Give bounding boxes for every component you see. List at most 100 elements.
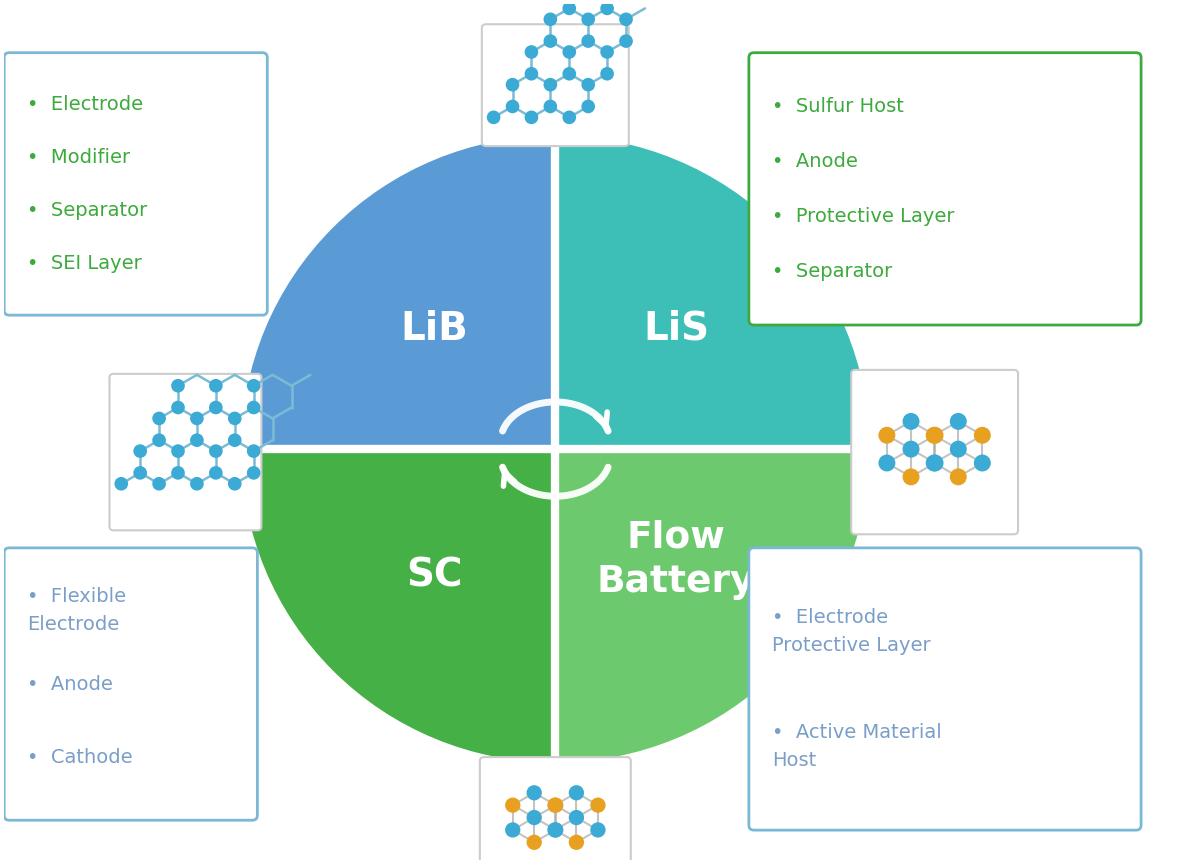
Circle shape: [544, 13, 556, 25]
FancyBboxPatch shape: [749, 53, 1141, 325]
Circle shape: [903, 469, 919, 485]
Circle shape: [172, 467, 184, 479]
Text: •  Electrode: • Electrode: [27, 95, 143, 114]
Circle shape: [582, 13, 594, 25]
FancyBboxPatch shape: [5, 548, 257, 820]
Circle shape: [569, 810, 583, 824]
Circle shape: [620, 35, 632, 48]
Circle shape: [903, 442, 919, 457]
Circle shape: [549, 798, 562, 812]
Circle shape: [563, 46, 575, 58]
Circle shape: [974, 428, 990, 443]
Circle shape: [191, 412, 203, 424]
Circle shape: [563, 67, 575, 79]
Text: •  Separator: • Separator: [771, 262, 892, 281]
Circle shape: [926, 428, 942, 443]
Circle shape: [527, 810, 541, 824]
Circle shape: [527, 835, 541, 849]
Circle shape: [569, 786, 583, 800]
Circle shape: [154, 478, 165, 490]
Circle shape: [229, 478, 241, 490]
Circle shape: [229, 412, 241, 424]
FancyBboxPatch shape: [479, 757, 631, 864]
Text: Flow
Battery: Flow Battery: [596, 520, 756, 600]
Wedge shape: [555, 449, 873, 766]
Circle shape: [527, 786, 541, 800]
Circle shape: [620, 13, 632, 25]
Text: •  Sulfur Host: • Sulfur Host: [771, 97, 903, 116]
Circle shape: [191, 478, 203, 490]
Text: LiB: LiB: [400, 309, 469, 347]
Circle shape: [507, 79, 518, 91]
Circle shape: [526, 111, 537, 124]
Circle shape: [951, 414, 966, 429]
Circle shape: [563, 3, 575, 15]
Circle shape: [601, 3, 613, 15]
FancyBboxPatch shape: [749, 548, 1141, 830]
Circle shape: [154, 434, 165, 447]
Circle shape: [590, 798, 605, 812]
Circle shape: [569, 835, 583, 849]
Circle shape: [582, 35, 594, 48]
Circle shape: [974, 455, 990, 471]
Circle shape: [601, 67, 613, 79]
Circle shape: [135, 445, 146, 457]
Circle shape: [879, 455, 895, 471]
Circle shape: [951, 469, 966, 485]
Text: •  Cathode: • Cathode: [27, 748, 132, 767]
Circle shape: [590, 823, 605, 837]
Circle shape: [210, 445, 222, 457]
Circle shape: [951, 442, 966, 457]
Circle shape: [544, 35, 556, 48]
Circle shape: [926, 455, 942, 471]
Text: SC: SC: [406, 557, 463, 595]
Circle shape: [115, 478, 128, 490]
Text: •  Electrode
Protective Layer: • Electrode Protective Layer: [771, 608, 931, 655]
Circle shape: [135, 467, 146, 479]
Circle shape: [526, 46, 537, 58]
Circle shape: [601, 46, 613, 58]
Circle shape: [248, 379, 260, 392]
Text: LiS: LiS: [642, 309, 709, 347]
Text: •  Protective Layer: • Protective Layer: [771, 206, 954, 226]
FancyBboxPatch shape: [110, 374, 261, 530]
Text: •  Anode: • Anode: [771, 152, 857, 171]
Circle shape: [172, 445, 184, 457]
Circle shape: [248, 445, 260, 457]
Circle shape: [582, 79, 594, 91]
Circle shape: [879, 428, 895, 443]
FancyBboxPatch shape: [852, 370, 1018, 534]
FancyBboxPatch shape: [482, 24, 628, 146]
Wedge shape: [237, 132, 555, 449]
Text: •  Flexible
Electrode: • Flexible Electrode: [27, 587, 126, 634]
Circle shape: [903, 414, 919, 429]
Circle shape: [548, 798, 562, 812]
Wedge shape: [555, 132, 873, 449]
Circle shape: [548, 823, 562, 837]
Circle shape: [154, 412, 165, 424]
Circle shape: [172, 402, 184, 414]
Text: •  SEI Layer: • SEI Layer: [27, 254, 142, 273]
Circle shape: [248, 467, 260, 479]
Circle shape: [549, 823, 562, 837]
Circle shape: [172, 379, 184, 392]
FancyBboxPatch shape: [5, 53, 267, 315]
Wedge shape: [237, 449, 555, 766]
Circle shape: [507, 100, 518, 112]
Circle shape: [927, 455, 942, 471]
Circle shape: [582, 100, 594, 112]
Text: •  Active Material
Host: • Active Material Host: [771, 722, 941, 770]
Circle shape: [927, 428, 942, 443]
Text: •  Anode: • Anode: [27, 675, 113, 694]
Circle shape: [229, 434, 241, 447]
Circle shape: [505, 798, 520, 812]
Circle shape: [505, 823, 520, 837]
Circle shape: [544, 100, 556, 112]
Text: •  Separator: • Separator: [27, 201, 148, 220]
Circle shape: [248, 402, 260, 414]
Circle shape: [210, 402, 222, 414]
Text: •  Modifier: • Modifier: [27, 148, 130, 167]
Circle shape: [210, 467, 222, 479]
Circle shape: [563, 111, 575, 124]
Circle shape: [191, 434, 203, 447]
